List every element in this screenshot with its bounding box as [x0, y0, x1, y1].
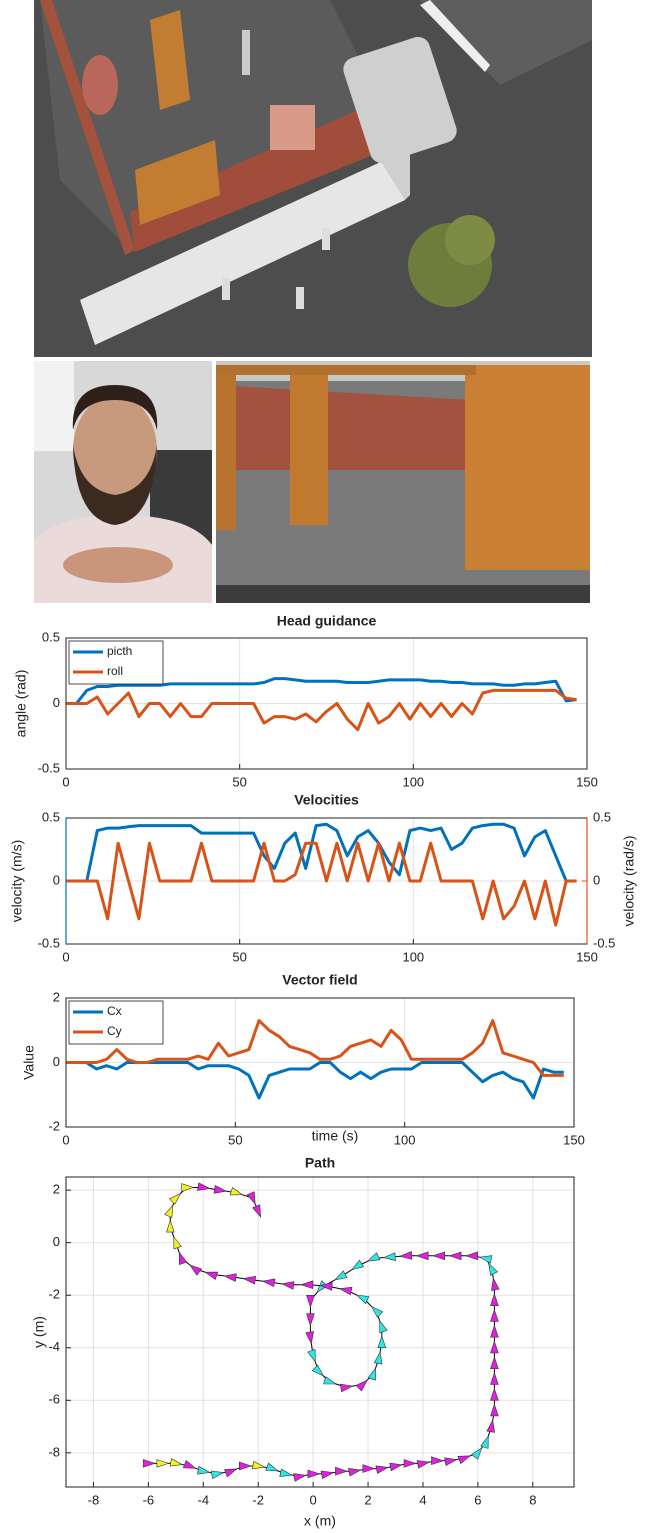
chart-title: Path: [305, 1155, 335, 1171]
chart-title: Vector field: [282, 972, 357, 988]
y-tick-label: 0: [53, 1054, 60, 1069]
x-tick-label: 0: [62, 1132, 69, 1147]
y-tick-label: 0.5: [42, 809, 60, 824]
x-tick-label: -8: [88, 1492, 100, 1507]
plot-area: [66, 1177, 574, 1487]
y-tick-label: 2: [53, 1182, 60, 1197]
x-tick-label: 150: [563, 1132, 585, 1147]
x-tick-label: 150: [576, 774, 598, 789]
legend-label: roll: [107, 664, 123, 678]
y-axis-label: Value: [21, 1045, 37, 1080]
y-tick-label: 0.5: [42, 629, 60, 644]
overview-image: [34, 0, 592, 357]
y-tick-label: -0.5: [38, 760, 60, 775]
y-axis-label: angle (rad): [13, 670, 29, 738]
y2-tick-label: -0.5: [593, 935, 615, 950]
chart-title: Velocities: [294, 792, 359, 808]
x-tick-label: 0: [62, 774, 69, 789]
x-tick-label: 8: [529, 1492, 536, 1507]
y-tick-label: -4: [48, 1339, 60, 1354]
x-axis-label: time (s): [312, 1128, 359, 1144]
y-tick-label: -6: [48, 1392, 60, 1407]
y2-tick-label: 0.5: [593, 809, 611, 824]
y-axis-label: velocity (m/s): [9, 840, 25, 922]
y-tick-label: 2: [53, 989, 60, 1004]
x-tick-label: 4: [419, 1492, 426, 1507]
x-tick-label: -4: [198, 1492, 210, 1507]
x-tick-label: 50: [232, 774, 246, 789]
webcam-image: [34, 361, 212, 603]
y-tick-label: 0: [53, 872, 60, 887]
robot-camera-image: [216, 361, 590, 603]
legend-label: Cx: [107, 1004, 122, 1018]
y-tick-label: -2: [48, 1118, 60, 1133]
x-tick-label: 0: [310, 1492, 317, 1507]
x-tick-label: 0: [62, 949, 69, 964]
y-tick-label: 0: [53, 695, 60, 710]
y2-axis-label: velocity (rad/s): [621, 835, 637, 926]
y-axis-label: y (m): [31, 1316, 47, 1348]
x-tick-label: -2: [252, 1492, 264, 1507]
x-tick-label: 2: [364, 1492, 371, 1507]
x-tick-label: 6: [474, 1492, 481, 1507]
x-tick-label: 100: [402, 774, 424, 789]
x-tick-label: 100: [394, 1132, 416, 1147]
x-tick-label: 150: [576, 949, 598, 964]
x-tick-label: 100: [402, 949, 424, 964]
y-tick-label: -2: [48, 1287, 60, 1302]
page: {"chart_data": [ {"type": "line", "title…: [0, 0, 648, 1533]
y-tick-label: -0.5: [38, 935, 60, 950]
chart-title: Head guidance: [277, 613, 377, 629]
figure: Head guidance050100150-0.500.5angle (rad…: [0, 0, 648, 1533]
legend-label: Cy: [107, 1024, 122, 1038]
legend-label: picth: [107, 644, 132, 658]
y-tick-label: -8: [48, 1444, 60, 1459]
x-axis-label: x (m): [304, 1513, 336, 1529]
x-tick-label: 50: [232, 949, 246, 964]
y2-tick-label: 0: [593, 872, 600, 887]
x-tick-label: 50: [228, 1132, 242, 1147]
y-tick-label: 0: [53, 1234, 60, 1249]
x-tick-label: -6: [143, 1492, 155, 1507]
